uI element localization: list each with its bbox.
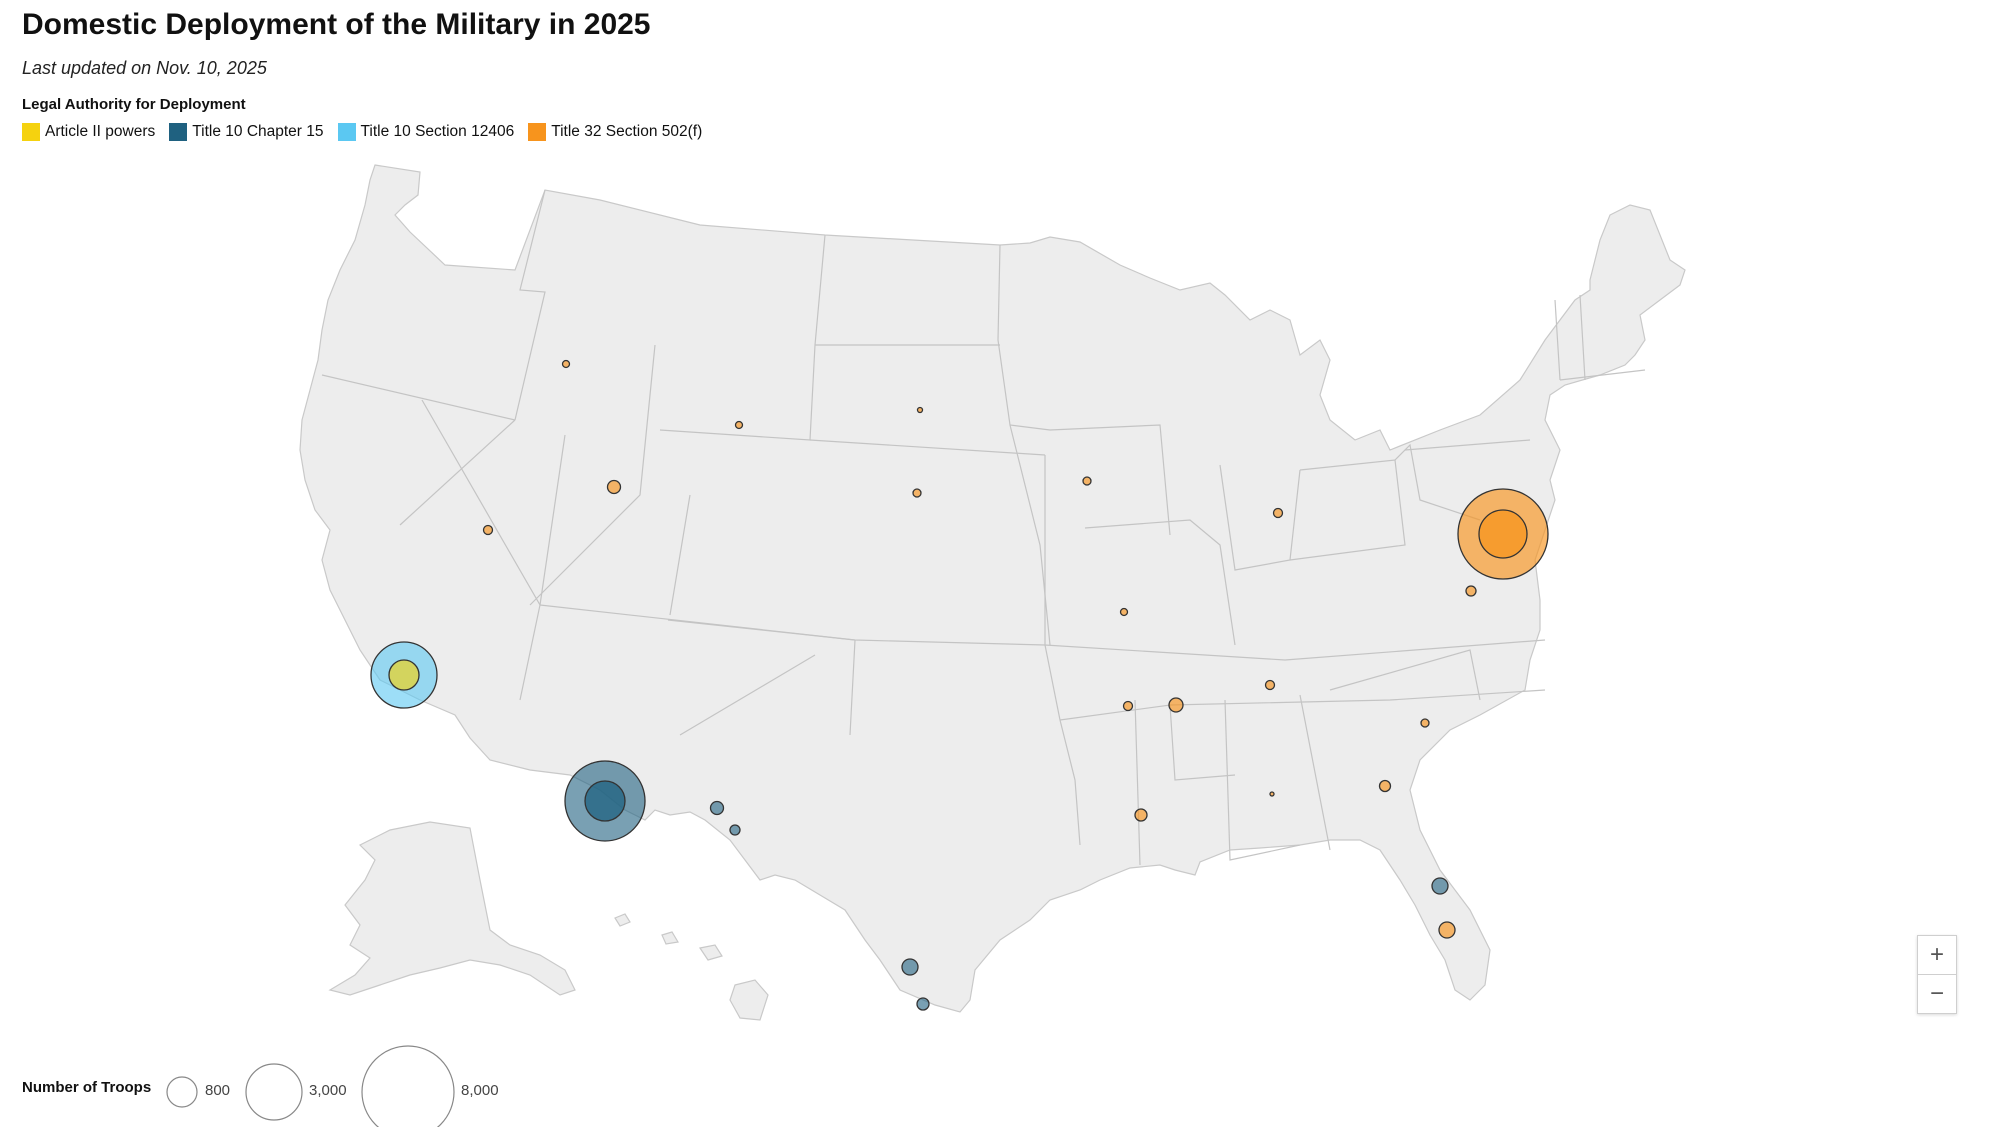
deployment-bubbles	[370, 359, 1549, 1011]
legend-item-title32-502f[interactable]: Title 32 Section 502(f)	[528, 123, 702, 141]
bubble-nevada-502f[interactable]	[482, 524, 494, 536]
legend-title: Legal Authority for Deployment	[22, 96, 246, 113]
title10-12406-swatch	[337, 123, 356, 141]
zoom-out-button[interactable]: −	[1918, 974, 1956, 1013]
bubble-virginia-502f[interactable]	[1465, 585, 1477, 597]
size-legend-circles	[166, 1045, 455, 1127]
bubble-dc-502f-small[interactable]	[1478, 509, 1528, 559]
legend-item-article-ii[interactable]: Article II powers	[22, 123, 155, 141]
size-circle-large	[361, 1045, 455, 1127]
page-title: Domestic Deployment of the Military in 2…	[22, 8, 651, 41]
bubble-memphis-502f[interactable]	[1168, 697, 1184, 713]
article-ii-swatch	[22, 123, 40, 141]
bubble-tennessee-502f[interactable]	[1264, 679, 1276, 691]
legend-label: Title 10 Section 12406	[360, 123, 515, 140]
contiguous-us-shape	[299, 164, 1686, 1013]
bubble-georgia-502f[interactable]	[1378, 779, 1392, 793]
authority-legend: Article II powers Title 10 Chapter 15 Ti…	[22, 123, 702, 141]
bubble-florida-ch15[interactable]	[1431, 877, 1449, 895]
size-label-small: 800	[205, 1082, 231, 1099]
legend-label: Title 10 Chapter 15	[192, 123, 324, 140]
bubble-southdakota-502f[interactable]	[916, 406, 924, 414]
title10-ch15-swatch	[169, 123, 188, 141]
zoom-controls: + −	[1917, 935, 1957, 1014]
size-label-medium: 3,000	[309, 1082, 347, 1099]
bubble-louisiana-502f[interactable]	[1134, 808, 1148, 822]
bubble-alabama-502f[interactable]	[1269, 791, 1275, 797]
size-label-large: 8,000	[461, 1082, 499, 1099]
size-circle-small	[166, 1076, 198, 1108]
bubble-texas-ch15[interactable]	[901, 958, 919, 976]
last-updated-text: Last updated on Nov. 10, 2025	[22, 58, 267, 78]
title32-502f-swatch	[528, 123, 547, 141]
alaska-shape	[328, 821, 576, 996]
bubble-nebraska-502f[interactable]	[912, 488, 922, 498]
bubble-utah-502f[interactable]	[606, 479, 622, 495]
bubble-indiana-502f[interactable]	[1272, 507, 1284, 519]
legend-item-title10-ch15[interactable]: Title 10 Chapter 15	[169, 123, 324, 141]
bubble-california-article-ii[interactable]	[388, 659, 420, 691]
bubble-newmexico-ch15[interactable]	[709, 800, 725, 816]
bubble-texas-ch15-2[interactable]	[916, 997, 930, 1011]
legend-label: Article II powers	[45, 123, 156, 140]
hawaii-shape	[614, 913, 769, 1021]
bubble-southcarolina-502f[interactable]	[1420, 718, 1430, 728]
legend-item-title10-12406[interactable]: Title 10 Section 12406	[337, 123, 515, 141]
size-circle-medium	[245, 1063, 303, 1121]
bubble-arizona-ch15-small[interactable]	[584, 780, 626, 822]
bubble-wyoming-502f[interactable]	[734, 420, 744, 430]
size-legend-title: Number of Troops	[22, 1079, 152, 1096]
state-borders	[321, 189, 1646, 866]
bubble-florida-502f[interactable]	[1438, 921, 1456, 939]
bubble-iowa-502f[interactable]	[1082, 476, 1092, 486]
bubble-newmexico-ch15-2[interactable]	[729, 824, 741, 836]
legend-label: Title 32 Section 502(f)	[551, 123, 703, 140]
bubble-missouri-502f[interactable]	[1119, 607, 1129, 617]
zoom-in-button[interactable]: +	[1929, 941, 1944, 968]
troop-size-legend: Number of Troops 800 3,000 8,000	[22, 1037, 622, 1127]
bubble-arkansas-502f[interactable]	[1122, 700, 1134, 712]
bubble-idaho-502f[interactable]	[561, 359, 571, 369]
